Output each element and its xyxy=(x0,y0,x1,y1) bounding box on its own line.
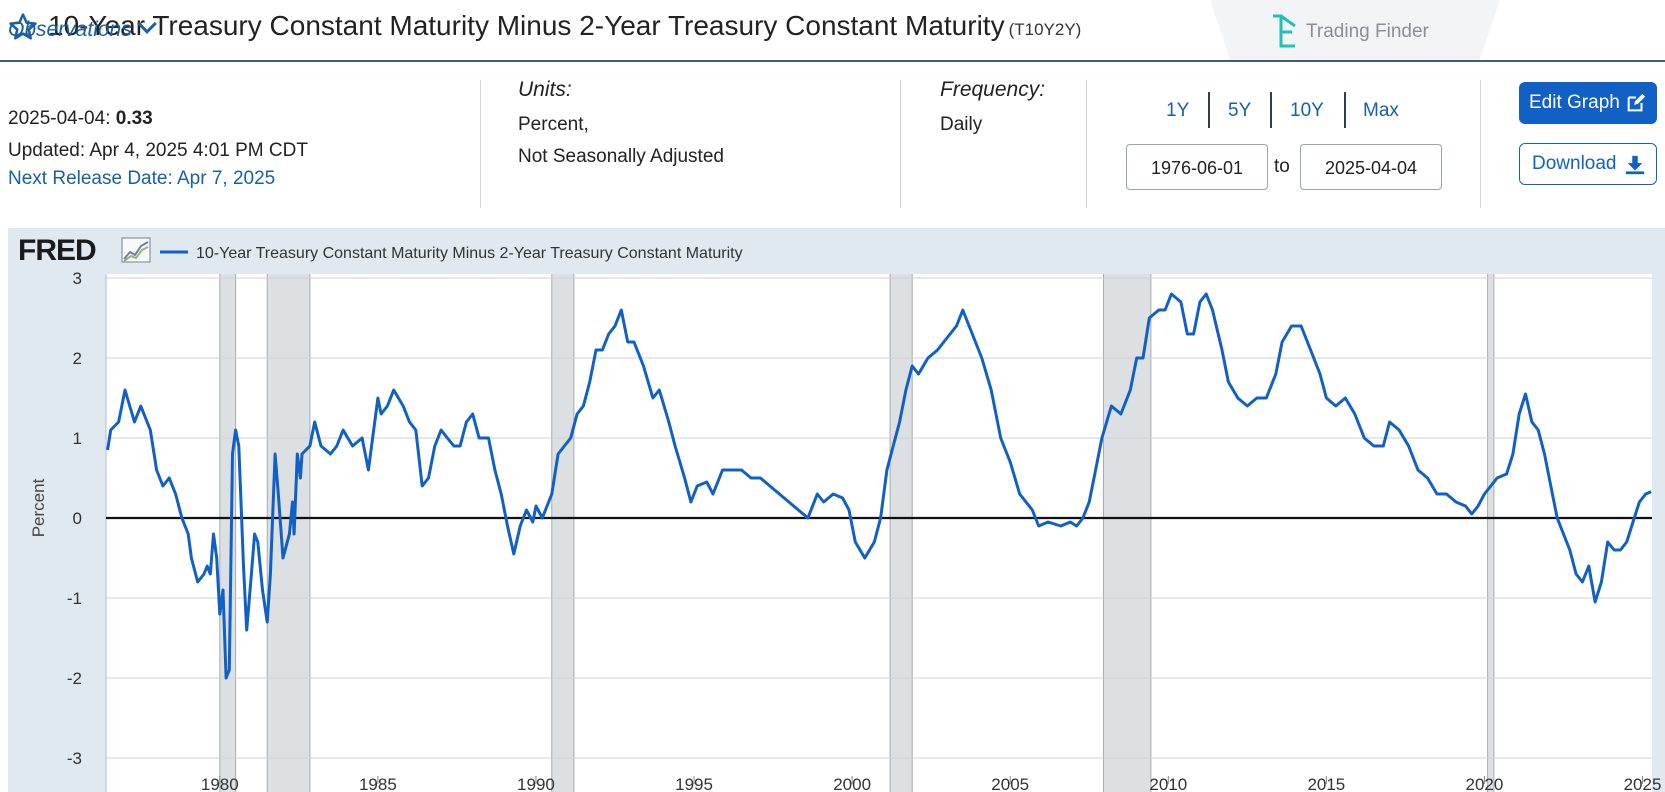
frequency-heading: Frequency: xyxy=(940,78,1046,101)
x-tick-label: 2000 xyxy=(833,775,871,792)
download-button[interactable]: Download xyxy=(1519,143,1657,185)
units-heading: Units: xyxy=(518,78,572,101)
series-line xyxy=(106,292,1652,680)
x-tick-label: 1990 xyxy=(517,775,555,792)
recession-band xyxy=(1487,274,1494,792)
x-tick-label: 1985 xyxy=(359,775,397,792)
brand-name[interactable]: Trading Finder xyxy=(1306,21,1429,42)
x-tick-label: 1995 xyxy=(675,775,713,792)
frequency-value: Daily xyxy=(940,114,983,135)
observations-dropdown[interactable]: Observations xyxy=(8,14,157,42)
recession-band xyxy=(1103,274,1151,792)
range-5y-button[interactable]: 5Y xyxy=(1228,100,1252,121)
range-separator xyxy=(1270,92,1272,128)
range-max-button[interactable]: Max xyxy=(1363,100,1399,121)
plot-area xyxy=(106,274,1652,792)
title-row: 10-Year Treasury Constant Maturity Minus… xyxy=(0,0,1665,62)
download-label: Download xyxy=(1532,153,1617,174)
updated-text: Updated: Apr 4, 2025 4:01 PM CDT xyxy=(8,140,308,161)
edit-icon xyxy=(1627,93,1646,112)
title-divider xyxy=(0,60,1665,62)
y-axis-label: Percent xyxy=(29,478,48,537)
meta-divider xyxy=(900,80,901,208)
download-icon xyxy=(1625,155,1645,175)
edit-graph-button[interactable]: Edit Graph xyxy=(1519,82,1657,124)
fred-logo-icon xyxy=(121,237,151,263)
meta-divider xyxy=(1480,80,1481,208)
trading-finder-logo-icon[interactable] xyxy=(1270,12,1298,50)
recession-band xyxy=(219,274,236,792)
next-release-link[interactable]: Next Release Date: Apr 7, 2025 xyxy=(8,168,276,189)
x-tick-label: 2015 xyxy=(1307,775,1345,792)
y-tick-label: -1 xyxy=(67,589,82,608)
edit-graph-label: Edit Graph xyxy=(1529,92,1620,113)
x-tick-label: 2005 xyxy=(991,775,1029,792)
recession-band xyxy=(551,274,574,792)
meta-divider xyxy=(1086,80,1087,208)
chart[interactable]: FRED 10-Year Treasury Constant Maturity … xyxy=(8,228,1665,792)
x-tick-label: 1980 xyxy=(201,775,239,792)
y-tick-label: -2 xyxy=(67,669,82,688)
meta-divider xyxy=(480,80,481,208)
end-date-input[interactable]: 2025-04-04 xyxy=(1300,144,1442,190)
date-range-to-label: to xyxy=(1274,156,1290,177)
units-line-1: Percent, xyxy=(518,114,589,135)
y-tick-label: 2 xyxy=(73,349,82,368)
observation-value: 0.33 xyxy=(115,108,153,129)
page-title: 10-Year Treasury Constant Maturity Minus… xyxy=(48,10,1081,42)
chevron-down-icon xyxy=(136,14,157,34)
y-tick-label: 1 xyxy=(73,429,82,448)
observations-label: Observations xyxy=(8,18,132,41)
range-separator xyxy=(1344,92,1346,128)
star-icon[interactable] xyxy=(8,12,38,42)
legend-label[interactable]: 10-Year Treasury Constant Maturity Minus… xyxy=(196,245,743,262)
x-tick-label: 2010 xyxy=(1149,775,1187,792)
latest-observation: 2025-04-04: 0.33 xyxy=(8,108,153,130)
start-date-input[interactable]: 1976-06-01 xyxy=(1126,144,1268,190)
fred-logo[interactable]: FRED xyxy=(18,234,97,267)
chart-panel: FRED 10-Year Treasury Constant Maturity … xyxy=(8,228,1665,792)
x-tick-label: 2020 xyxy=(1466,775,1504,792)
range-10y-button[interactable]: 10Y xyxy=(1290,100,1324,121)
brand-tab xyxy=(1210,0,1500,60)
units-line-2: Not Seasonally Adjusted xyxy=(518,146,724,167)
y-tick-label: -3 xyxy=(67,749,82,768)
range-1y-button[interactable]: 1Y xyxy=(1166,100,1190,121)
range-separator xyxy=(1208,92,1210,128)
observation-date: 2025-04-04: xyxy=(8,108,111,129)
recession-band xyxy=(890,274,913,792)
series-id: (T10Y2Y) xyxy=(1008,20,1082,39)
y-tick-label: 3 xyxy=(73,269,82,288)
x-tick-label: 2025 xyxy=(1624,775,1662,792)
y-tick-label: 0 xyxy=(73,509,82,528)
series-title: 10-Year Treasury Constant Maturity Minus… xyxy=(48,10,1005,41)
